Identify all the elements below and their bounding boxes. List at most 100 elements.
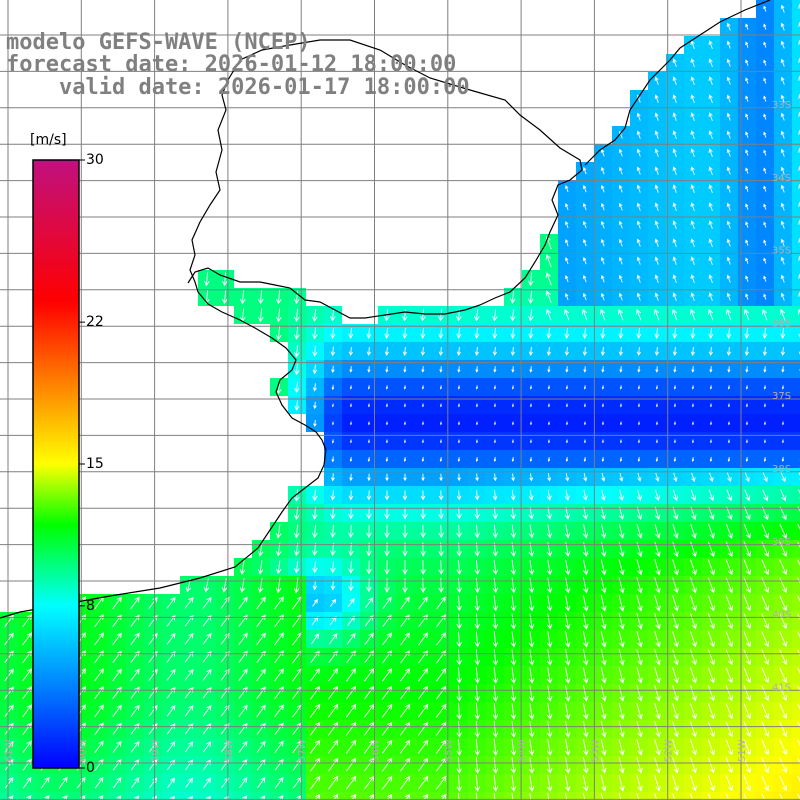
wind-cell: [144, 792, 162, 800]
wind-arrow: [456, 327, 462, 339]
wind-arrow: [400, 596, 410, 610]
wind-arrow: [474, 702, 481, 720]
wind-arrow: [417, 721, 429, 736]
wind-arrow: [420, 346, 425, 356]
wind-arrow: [689, 559, 697, 576]
wind-arrow: [743, 721, 752, 738]
wind-arrow: [435, 721, 447, 736]
wind-arrow: [475, 385, 479, 390]
wind-arrow: [330, 309, 336, 322]
wind-arrow: [763, 5, 767, 12]
wind-arrow: [763, 439, 766, 444]
wind-arrow: [294, 561, 300, 574]
wind-arrow: [636, 775, 643, 792]
wind-arrow: [293, 577, 300, 594]
wind-arrow: [257, 577, 264, 594]
lat-label: 40S: [772, 610, 791, 621]
wind-arrow: [203, 777, 212, 789]
wind-cell: [414, 792, 432, 800]
wind-arrow: [779, 631, 788, 648]
wind-arrow: [655, 366, 659, 373]
wind-arrow: [582, 559, 589, 576]
wind-arrow: [690, 94, 695, 104]
wind-arrow: [565, 793, 568, 800]
colorbar-tick-label: 8: [86, 597, 95, 614]
wind-arrow: [529, 793, 532, 800]
wind-arrow: [457, 473, 461, 482]
wind-arrow: [366, 490, 372, 501]
wind-arrow: [673, 439, 676, 444]
wind-arrow: [148, 596, 158, 609]
wind-arrow: [420, 309, 426, 322]
wind-arrow: [797, 721, 800, 728]
wind-arrow: [546, 703, 553, 720]
wind-arrow: [601, 403, 604, 408]
wind-arrow: [672, 577, 679, 594]
wind-arrow: [529, 456, 533, 462]
wind-arrow: [511, 439, 514, 444]
wind-arrow: [438, 577, 444, 594]
wind-cell: [234, 792, 252, 800]
wind-arrow: [456, 720, 463, 738]
wind-arrow: [672, 58, 677, 67]
wind-arrow: [797, 489, 800, 499]
wind-arrow: [458, 792, 460, 800]
wind-arrow: [456, 346, 461, 356]
wind-arrow: [707, 308, 714, 321]
wind-arrow: [761, 308, 768, 321]
wind-arrow: [547, 421, 550, 426]
wind-arrow: [238, 668, 248, 681]
wind-arrow: [312, 580, 318, 591]
wind-arrow: [797, 685, 800, 692]
wind-arrow: [636, 524, 643, 539]
wind-arrow: [511, 385, 515, 390]
wind-cell: [792, 774, 800, 792]
wind-arrow: [546, 649, 553, 666]
wind-arrow: [672, 327, 678, 339]
wind-arrow: [618, 577, 625, 594]
wind-arrow: [493, 366, 497, 373]
wind-arrow: [185, 777, 194, 788]
wind-arrow: [690, 346, 695, 356]
wind-arrow: [745, 239, 749, 246]
wind-cell: [792, 18, 800, 36]
wind-arrow: [618, 202, 623, 211]
wind-arrow: [725, 703, 733, 720]
wind-arrow: [709, 366, 713, 373]
wind-arrow: [618, 274, 623, 283]
wind-arrow: [363, 757, 375, 772]
wind-arrow: [672, 489, 679, 502]
wind-arrow: [583, 385, 587, 390]
wind-arrow: [330, 580, 336, 591]
wind-arrow: [564, 203, 569, 211]
wind-arrow: [636, 202, 641, 211]
wind-arrow: [474, 756, 481, 774]
wind-arrow: [363, 775, 375, 790]
lon-label: 56W: [371, 739, 382, 762]
wind-arrow: [184, 741, 194, 753]
wind-arrow: [509, 290, 516, 305]
wind-arrow: [184, 723, 194, 735]
wind-arrow: [745, 275, 749, 282]
wind-arrow: [381, 757, 393, 772]
wind-arrow: [346, 668, 357, 682]
wind-arrow: [708, 327, 714, 339]
wind-arrow: [475, 456, 479, 462]
wind-arrow: [313, 419, 317, 428]
wind-arrow: [436, 632, 446, 646]
wind-arrow: [456, 685, 463, 702]
wind-arrow: [726, 76, 731, 85]
wind-arrow: [617, 308, 624, 321]
wind-arrow: [618, 292, 623, 301]
wind-arrow: [780, 202, 785, 211]
wind-arrow: [618, 613, 625, 630]
wind-arrow: [600, 739, 607, 756]
wind-arrow: [330, 327, 336, 340]
lon-label: 53W: [590, 739, 601, 762]
wind-arrow: [654, 577, 661, 594]
wind-arrow: [564, 346, 569, 356]
wind-arrow: [363, 739, 375, 754]
wind-arrow: [727, 385, 731, 390]
wind-arrow: [275, 524, 282, 539]
wind-arrow: [745, 23, 749, 30]
